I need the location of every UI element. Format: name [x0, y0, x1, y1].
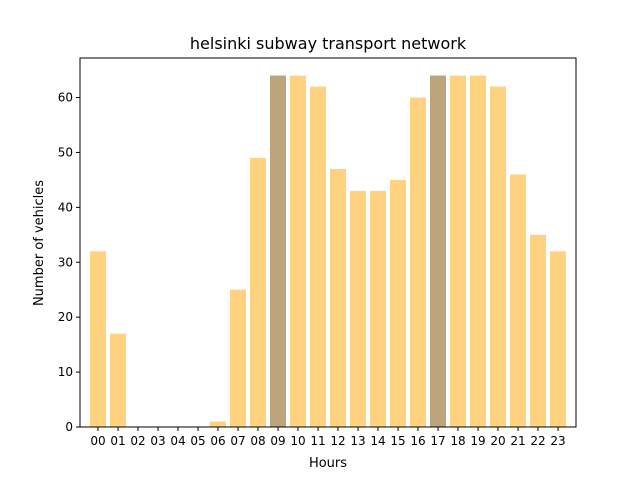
bar-06: [210, 421, 226, 427]
x-tick-label: 14: [370, 434, 385, 448]
plot-frame: [79, 57, 577, 428]
chart-title: helsinki subway transport network: [190, 34, 467, 53]
bar-11: [310, 86, 326, 427]
x-tick-label: 15: [390, 434, 405, 448]
bar-07: [230, 289, 246, 427]
x-tick-label: 20: [490, 434, 505, 448]
bar-18: [450, 75, 466, 428]
x-tick-label: 00: [90, 434, 105, 448]
bar-22: [530, 234, 546, 427]
x-tick-label: 22: [530, 434, 545, 448]
x-tick-label: 11: [310, 434, 325, 448]
y-tick-label: 20: [58, 310, 73, 324]
bar-21: [510, 174, 526, 427]
x-tick-label: 13: [350, 434, 365, 448]
x-tick-label: 06: [210, 434, 225, 448]
x-tick-label: 01: [110, 434, 125, 448]
bar-14: [370, 190, 386, 427]
y-axis-ticks: 0 10 20 30 40 50 60: [58, 91, 80, 434]
x-tick-label: 09: [270, 434, 285, 448]
y-tick-label: 60: [58, 91, 73, 105]
x-tick-label: 21: [510, 434, 525, 448]
x-tick-label: 19: [470, 434, 485, 448]
bar-23: [550, 251, 566, 427]
y-tick-label: 30: [58, 255, 73, 269]
x-tick-label: 10: [290, 434, 305, 448]
x-tick-label: 23: [550, 434, 565, 448]
x-tick-label: 17: [430, 434, 445, 448]
bar-16: [410, 97, 426, 428]
y-tick-label: 40: [58, 200, 73, 214]
x-tick-label: 07: [230, 434, 245, 448]
bar-12: [330, 168, 346, 427]
bar-01: [110, 333, 126, 427]
bar-08: [250, 157, 266, 427]
x-tick-label: 05: [190, 434, 205, 448]
bar-10: [290, 75, 306, 428]
bar-15: [390, 179, 406, 427]
y-tick-label: 0: [65, 420, 73, 434]
x-tick-label: 02: [130, 434, 145, 448]
y-axis-label: Number of vehicles: [32, 180, 47, 306]
bar-17: [430, 75, 446, 428]
bar-19: [470, 75, 486, 428]
x-tick-label: 12: [330, 434, 345, 448]
bar-00: [90, 251, 106, 427]
bar-09: [270, 75, 286, 428]
x-tick-label: 16: [410, 434, 425, 448]
bar-20: [490, 86, 506, 427]
x-axis-ticks: 00 01 02 03 04 05 06 07 08 09 10 11 12 13 14 15 16 17 18 19…: [90, 427, 566, 448]
y-tick-label: 50: [58, 145, 73, 159]
y-tick-label: 10: [58, 365, 73, 379]
x-tick-label: 03: [150, 434, 165, 448]
x-tick-label: 18: [450, 434, 465, 448]
x-tick-label: 08: [250, 434, 265, 448]
bar-13: [350, 190, 366, 427]
x-tick-label: 04: [170, 434, 185, 448]
bars-group: [90, 75, 566, 428]
x-axis-label: Hours: [309, 456, 347, 471]
